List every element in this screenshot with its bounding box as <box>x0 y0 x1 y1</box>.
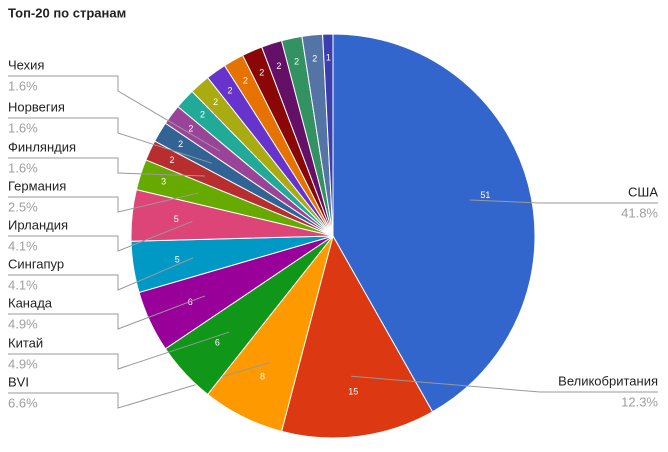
slice-value: 6 <box>188 297 193 307</box>
slice-value: 2 <box>213 97 218 107</box>
leader-line <box>8 192 199 213</box>
slice-value: 2 <box>200 110 205 120</box>
slice-value: 2 <box>312 54 317 64</box>
slice-label: Сингапур <box>8 256 64 271</box>
slice-percent: 41.8% <box>621 205 658 220</box>
slice-value: 1 <box>326 53 331 63</box>
slice-label: США <box>628 184 658 199</box>
slice-percent: 6.6% <box>8 395 38 410</box>
slice-label: Германия <box>8 178 66 193</box>
slice-label: Ирландия <box>8 217 68 232</box>
leader-line <box>8 75 221 152</box>
slice-label: Великобритания <box>558 373 658 388</box>
slice-label: Канада <box>8 295 53 310</box>
pie-slice <box>332 33 536 413</box>
slice-value: 2 <box>188 124 193 134</box>
slice-percent: 4.1% <box>8 238 38 253</box>
slice-value: 8 <box>260 371 265 381</box>
leader-line <box>8 220 193 252</box>
slice-value: 51 <box>480 190 490 200</box>
slice-percent: 4.9% <box>8 356 38 371</box>
slice-value: 2 <box>169 155 174 165</box>
chart-title: Топ-20 по странам <box>8 5 126 20</box>
leader-line <box>469 199 658 204</box>
slice-percent: 1.6% <box>8 120 38 135</box>
slice-percent: 1.6% <box>8 78 38 93</box>
slice-value: 5 <box>174 214 179 224</box>
slice-percent: 2.5% <box>8 199 38 214</box>
slice-value: 2 <box>243 76 248 86</box>
slice-value: 15 <box>348 387 358 397</box>
slice-value: 5 <box>175 255 180 265</box>
slice-label: Китай <box>8 335 43 350</box>
slice-label: Норвегия <box>8 99 65 114</box>
leader-line <box>8 117 212 164</box>
slice-value: 2 <box>178 139 183 149</box>
slice-value: 2 <box>276 61 281 71</box>
leader-line <box>8 362 270 409</box>
leader-line <box>8 257 194 291</box>
slice-percent: 1.6% <box>8 160 38 175</box>
slice-percent: 4.1% <box>8 277 38 292</box>
slice-label: Финляндия <box>8 139 76 154</box>
leader-line <box>8 295 206 330</box>
leader-line <box>8 157 205 177</box>
slice-percent: 4.9% <box>8 316 38 331</box>
pie-slice <box>280 234 434 439</box>
slice-label: BVI <box>8 374 29 389</box>
leader-line <box>351 375 658 393</box>
slice-value: 6 <box>215 337 220 347</box>
slice-label: Чехия <box>8 57 44 72</box>
slice-percent: 12.3% <box>621 394 658 409</box>
slice-value: 2 <box>227 85 232 95</box>
pie-slice <box>322 33 334 237</box>
leader-line <box>8 331 230 370</box>
slice-value: 3 <box>161 176 166 186</box>
slice-value: 2 <box>259 67 264 77</box>
slice-value: 2 <box>294 56 299 66</box>
